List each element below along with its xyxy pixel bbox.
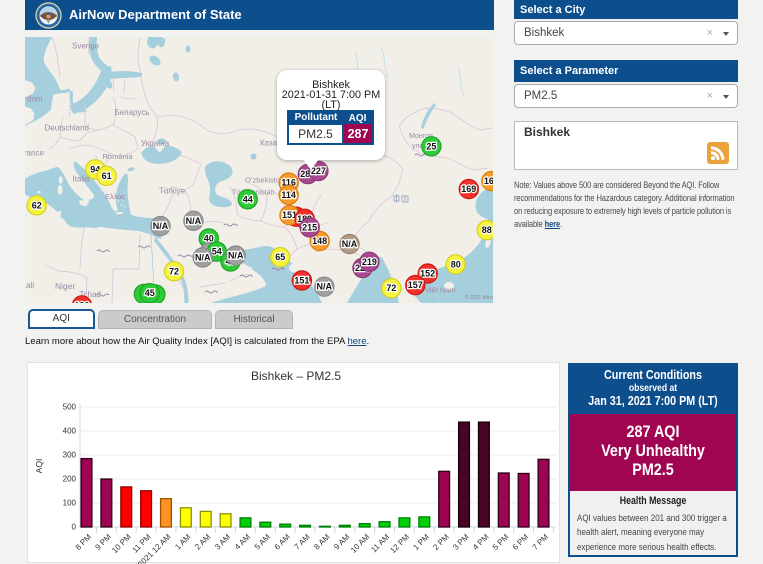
svg-text:Oʻzbekiston: Oʻzbekiston [245, 176, 284, 185]
svg-text:Niger: Niger [55, 281, 75, 291]
svg-text:România: România [103, 152, 134, 161]
svg-text:Việt Nam: Việt Nam [425, 286, 456, 295]
svg-text:5 PM: 5 PM [491, 532, 511, 552]
svg-text:Deutschland: Deutschland [45, 124, 89, 133]
svg-text:© 2021 Microsoft: © 2021 Microsoft [465, 294, 493, 301]
svg-text:62: 62 [32, 200, 42, 210]
svg-text:8 PM: 8 PM [74, 532, 94, 552]
svg-text:54: 54 [212, 247, 222, 257]
svg-text:12 PM: 12 PM [388, 532, 411, 555]
svg-text:300: 300 [63, 451, 77, 460]
svg-text:100: 100 [63, 499, 77, 508]
svg-text:44: 44 [243, 194, 253, 204]
svg-text:France: France [25, 149, 44, 158]
svg-text:190: 190 [74, 301, 89, 304]
svg-text:157: 157 [408, 280, 423, 290]
svg-text:N/A: N/A [228, 251, 244, 261]
svg-text:1 PM: 1 PM [411, 532, 431, 552]
svg-text:Tchad: Tchad [80, 290, 101, 299]
svg-text:45: 45 [145, 288, 155, 298]
svg-text:dom: dom [27, 95, 43, 104]
svg-text:215: 215 [302, 222, 317, 232]
svg-text:N/A: N/A [317, 282, 333, 292]
svg-text:7 PM: 7 PM [531, 532, 551, 552]
svg-text:116: 116 [281, 178, 296, 188]
svg-text:6 AM: 6 AM [273, 532, 292, 551]
svg-text:1 AM: 1 AM [173, 532, 192, 551]
svg-text:65: 65 [275, 252, 285, 262]
svg-text:11 AM: 11 AM [369, 532, 391, 554]
svg-text:114: 114 [281, 190, 296, 200]
svg-text:61: 61 [102, 171, 112, 181]
svg-text:200: 200 [63, 475, 77, 484]
svg-text:72: 72 [386, 283, 396, 293]
svg-text:5 AM: 5 AM [253, 532, 272, 551]
svg-text:3 AM: 3 AM [213, 532, 232, 551]
svg-text:151: 151 [282, 210, 297, 220]
svg-text:152: 152 [420, 269, 435, 279]
svg-text:Україна: Україна [141, 139, 170, 148]
svg-text:0: 0 [72, 523, 77, 532]
svg-text:Italia: Italia [73, 175, 90, 184]
svg-text:7 AM: 7 AM [292, 532, 311, 551]
svg-text:2 PM: 2 PM [431, 532, 451, 552]
svg-text:AQI: AQI [34, 459, 44, 474]
svg-text:улс: улс [412, 143, 423, 150]
svg-text:151: 151 [294, 276, 309, 286]
svg-text:6 PM: 6 PM [511, 532, 531, 552]
svg-text:40: 40 [204, 234, 214, 244]
svg-text:80: 80 [451, 259, 461, 269]
svg-text:Беларусь: Беларусь [115, 108, 150, 117]
svg-text:400: 400 [63, 427, 77, 436]
svg-text:2 AM: 2 AM [193, 532, 212, 551]
svg-text:8 AM: 8 AM [312, 532, 331, 551]
svg-text:10 AM: 10 AM [349, 532, 372, 555]
svg-text:Ελλάς: Ελλάς [105, 192, 126, 201]
svg-text:Sverige: Sverige [72, 42, 100, 51]
svg-text:N/A: N/A [195, 253, 211, 263]
svg-text:N/A: N/A [153, 221, 169, 231]
svg-text:ali: ali [26, 281, 34, 290]
svg-text:Монгол: Монгол [409, 133, 433, 140]
svg-text:25: 25 [426, 141, 436, 151]
svg-text:Bishkek – PM2.5: Bishkek – PM2.5 [251, 369, 341, 383]
svg-text:500: 500 [63, 403, 77, 412]
svg-text:Türkiye: Türkiye [159, 187, 186, 196]
svg-text:10 PM: 10 PM [110, 532, 133, 555]
svg-text:72: 72 [169, 266, 179, 276]
svg-text:148: 148 [312, 236, 327, 246]
svg-text:N/A: N/A [186, 216, 202, 226]
svg-text:3 PM: 3 PM [451, 532, 471, 552]
svg-text:4 AM: 4 AM [233, 532, 252, 551]
svg-text:166: 166 [484, 176, 493, 186]
svg-text:169: 169 [461, 184, 476, 194]
svg-text:219: 219 [362, 257, 377, 267]
svg-text:N/A: N/A [342, 239, 358, 249]
svg-text:4 PM: 4 PM [471, 532, 491, 552]
svg-text:88: 88 [482, 225, 492, 235]
